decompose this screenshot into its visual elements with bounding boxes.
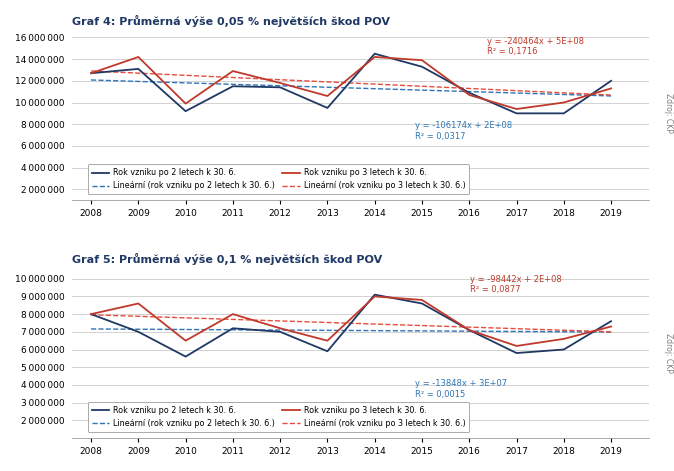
Legend: Rok vzniku po 2 letech k 30. 6., Lineární (rok vzniku po 2 letech k 30. 6.), Rok: Rok vzniku po 2 letech k 30. 6., Lineárn… bbox=[88, 402, 469, 432]
Text: Graf 4: Průměrná výše 0,05 % největších škod POV: Graf 4: Průměrná výše 0,05 % největších … bbox=[72, 15, 390, 27]
Text: Graf 5: Průměrná výše 0,1 % největších škod POV: Graf 5: Průměrná výše 0,1 % největších š… bbox=[72, 253, 382, 265]
Text: y = -13848x + 3E+07
R² = 0,0015: y = -13848x + 3E+07 R² = 0,0015 bbox=[415, 379, 508, 398]
Text: y = -106174x + 2E+08
R² = 0,0317: y = -106174x + 2E+08 R² = 0,0317 bbox=[415, 121, 512, 140]
Legend: Rok vzniku po 2 letech k 30. 6., Lineární (rok vzniku po 2 letech k 30. 6.), Rok: Rok vzniku po 2 letech k 30. 6., Lineárn… bbox=[88, 164, 469, 195]
Text: y = -98442x + 2E+08
R² = 0,0877: y = -98442x + 2E+08 R² = 0,0877 bbox=[470, 275, 562, 294]
Text: y = -240464x + 5E+08
R² = 0,1716: y = -240464x + 5E+08 R² = 0,1716 bbox=[487, 37, 584, 57]
Text: Zdroj: ČKP: Zdroj: ČKP bbox=[664, 93, 674, 133]
Text: Zdroj: ČKP: Zdroj: ČKP bbox=[664, 333, 674, 373]
